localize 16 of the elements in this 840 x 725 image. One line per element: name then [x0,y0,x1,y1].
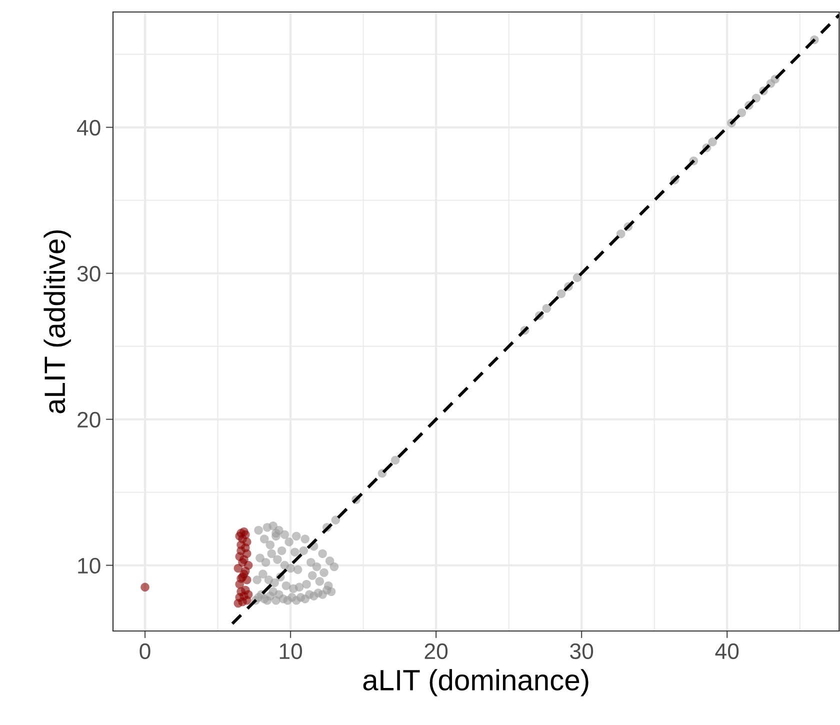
y-axis-title: aLIT (additive) [44,230,71,414]
x-tick-label: 10 [280,643,302,660]
point [140,582,150,592]
point [242,538,252,546]
x-axis-title: aLIT (dominance) [363,669,588,696]
point [244,590,253,599]
x-tick-label: 30 [570,643,594,660]
y-tick-label: 40 [76,120,100,136]
y-tick-label: 20 [78,412,100,428]
point [241,530,250,540]
y-tick-label: 30 [77,266,100,282]
x-tick-label: 40 [715,643,739,660]
y-tick-label: 10 [78,558,100,574]
x-tick-label: 20 [424,643,448,660]
point [244,560,253,570]
x-tick-label: 0 [140,643,150,660]
